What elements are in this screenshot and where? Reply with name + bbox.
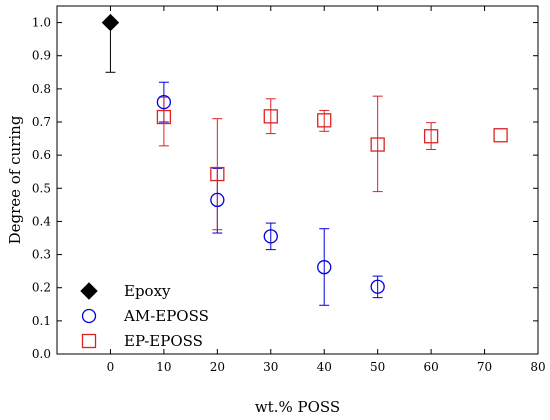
- plot-frame: [56, 5, 539, 355]
- x-tick-label: 20: [210, 360, 225, 374]
- y-tick-label: 0.6: [32, 148, 51, 162]
- y-tick-label: 0.0: [32, 347, 51, 361]
- am-eposs-point: [370, 279, 385, 294]
- y-tick-label: 1.0: [32, 16, 51, 30]
- ep-eposs-point: [210, 166, 225, 182]
- y-tick-label: 0.3: [32, 248, 51, 262]
- y-tick-label: 0.1: [32, 314, 51, 328]
- x-tick-label: 80: [530, 360, 545, 374]
- x-tick-label: 30: [263, 360, 278, 374]
- x-tick-label: 70: [477, 360, 492, 374]
- ep-eposs-point: [156, 109, 172, 125]
- y-tick-label: 0.7: [32, 115, 51, 129]
- y-tick-label: 0.2: [32, 281, 51, 295]
- legend-epoxy-marker: [80, 282, 98, 300]
- ep-eposs-point: [423, 129, 439, 144]
- x-tick-label: 50: [370, 360, 385, 374]
- y-tick-label: 0.9: [32, 49, 51, 63]
- x-tick-label: 0: [107, 360, 115, 374]
- x-tick-label: 60: [423, 360, 438, 374]
- ep-eposs-point: [493, 128, 508, 143]
- ep-eposs-point: [370, 137, 385, 152]
- x-tick-label: 40: [317, 360, 332, 374]
- y-tick-label: 0.5: [32, 181, 51, 195]
- am-eposs-point: [317, 260, 332, 275]
- am-eposs-point: [156, 94, 172, 110]
- epoxy-point: [101, 13, 120, 32]
- ep-eposs-point: [263, 109, 278, 124]
- y-axis-title: Degree of curing: [6, 115, 24, 244]
- legend-ep-eposs-label: EP-EPOSS: [124, 332, 203, 350]
- legend-ep-eposs-marker: [81, 333, 97, 349]
- axis-ticks: 0 10 20 30 40 50 60 70 80 0.0 0.1 0.2 0.3 0.4 0.5 0.6 0.…: [32, 6, 546, 374]
- legend: Epoxy AM-EPOSS EP-EPOSS: [80, 282, 209, 350]
- legend-am-eposs-label: AM-EPOSS: [123, 307, 209, 325]
- x-tick-label: 10: [156, 360, 171, 374]
- error-bars: [105, 22, 437, 306]
- am-eposs-point: [263, 229, 278, 244]
- data-markers: [101, 13, 508, 294]
- legend-am-eposs-marker: [81, 308, 97, 324]
- am-eposs-point: [210, 192, 225, 208]
- legend-epoxy-label: Epoxy: [124, 282, 171, 300]
- y-tick-label: 0.4: [32, 214, 51, 228]
- y-tick-label: 0.8: [32, 82, 51, 96]
- ep-eposs-point: [317, 113, 332, 128]
- x-axis-title: wt.% POSS: [255, 398, 340, 416]
